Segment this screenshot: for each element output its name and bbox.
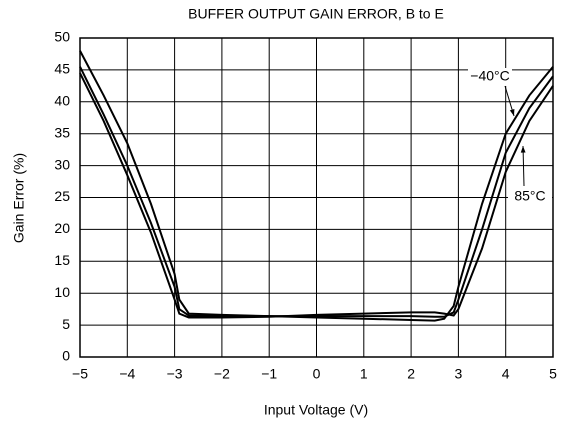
y-tick-label: 0 bbox=[62, 348, 70, 364]
x-tick-label: 2 bbox=[407, 366, 415, 382]
y-tick-label: 10 bbox=[54, 284, 70, 300]
x-tick-label: 0 bbox=[313, 366, 321, 382]
x-tick-label: −1 bbox=[261, 366, 277, 382]
y-axis-label: Gain Error (%) bbox=[11, 153, 27, 243]
y-tick-label: 20 bbox=[54, 220, 70, 236]
plot-frame bbox=[79, 37, 554, 358]
line-series bbox=[79, 66, 554, 318]
y-tick-label: 15 bbox=[54, 252, 70, 268]
line-series bbox=[79, 50, 554, 322]
x-tick-label: −5 bbox=[72, 366, 88, 382]
y-tick-label: 35 bbox=[54, 124, 70, 140]
x-tick-label: −4 bbox=[119, 366, 135, 382]
x-tick-label: −3 bbox=[167, 366, 183, 382]
x-axis-label: Input Voltage (V) bbox=[264, 402, 368, 418]
y-tick-label: 5 bbox=[62, 316, 70, 332]
annotation-bg bbox=[468, 68, 512, 86]
chart-title: BUFFER OUTPUT GAIN ERROR, B to E bbox=[188, 6, 444, 22]
y-tick-label: 40 bbox=[54, 93, 70, 109]
y-tick-label: 30 bbox=[54, 156, 70, 172]
arrow-head bbox=[520, 146, 526, 153]
annotation: −40°C bbox=[470, 68, 509, 84]
x-tick-label: −2 bbox=[214, 366, 230, 382]
x-tick-label: 1 bbox=[360, 366, 368, 382]
y-tick-label: 45 bbox=[54, 61, 70, 77]
annotation-bg bbox=[508, 188, 552, 206]
x-tick-label: 3 bbox=[455, 366, 463, 382]
line-series bbox=[79, 72, 554, 319]
x-tick-label: 4 bbox=[502, 366, 510, 382]
y-tick-label: 50 bbox=[54, 29, 70, 45]
y-tick-label: 25 bbox=[54, 188, 70, 204]
x-tick-label: 5 bbox=[549, 366, 557, 382]
annotation: 85°C bbox=[514, 188, 545, 204]
annotation-arrow bbox=[522, 145, 525, 187]
arrow-head bbox=[509, 109, 515, 116]
